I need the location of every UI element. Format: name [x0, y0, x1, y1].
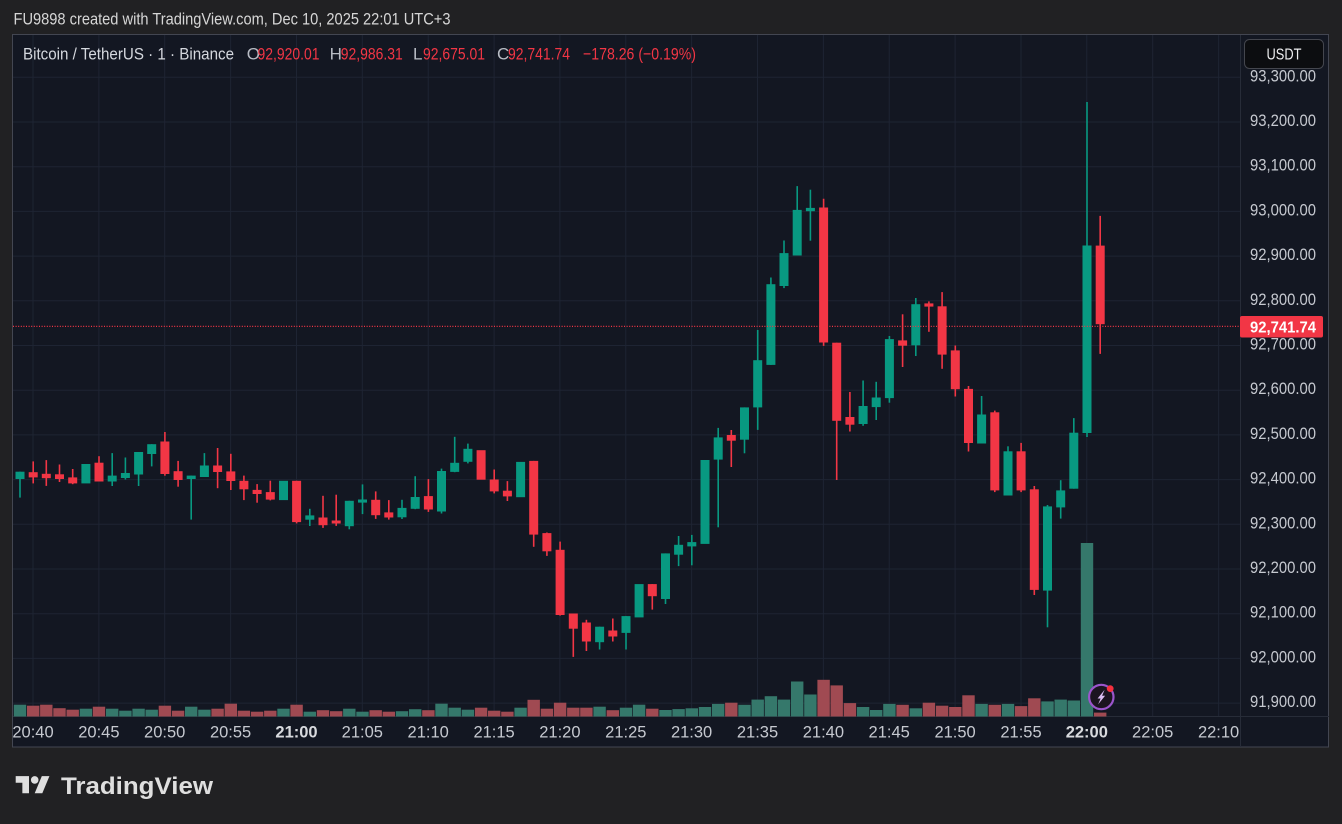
svg-text:92,800.00: 92,800.00 [1250, 290, 1316, 309]
svg-text:FU9898 created with TradingVie: FU9898 created with TradingView.com, Dec… [14, 11, 451, 29]
svg-text:21:05: 21:05 [342, 724, 383, 742]
svg-text:92,675.01: 92,675.01 [423, 45, 485, 64]
svg-text:−178.26 (−0.19%): −178.26 (−0.19%) [583, 45, 696, 64]
svg-text:22:05: 22:05 [1132, 724, 1173, 742]
svg-text:93,200.00: 93,200.00 [1250, 111, 1316, 130]
svg-text:92,100.00: 92,100.00 [1250, 603, 1316, 622]
svg-text:21:30: 21:30 [671, 724, 712, 742]
svg-text:21:40: 21:40 [803, 724, 844, 742]
svg-text:20:55: 20:55 [210, 724, 251, 742]
svg-text:92,300.00: 92,300.00 [1250, 513, 1316, 532]
svg-text:O: O [247, 45, 260, 64]
svg-text:21:15: 21:15 [473, 724, 514, 742]
svg-text:91,900.00: 91,900.00 [1250, 692, 1316, 711]
svg-text:92,500.00: 92,500.00 [1250, 424, 1316, 443]
svg-text:20:45: 20:45 [78, 724, 119, 742]
svg-text:20:40: 20:40 [12, 724, 53, 742]
svg-text:21:50: 21:50 [934, 724, 975, 742]
svg-text:92,900.00: 92,900.00 [1250, 245, 1316, 264]
svg-text:21:20: 21:20 [539, 724, 580, 742]
svg-text:92,986.31: 92,986.31 [341, 45, 403, 64]
svg-text:22:00: 22:00 [1066, 724, 1108, 742]
svg-text:21:35: 21:35 [737, 724, 778, 742]
svg-text:L: L [413, 45, 422, 64]
svg-text:92,600.00: 92,600.00 [1250, 379, 1316, 398]
svg-text:21:55: 21:55 [1000, 724, 1041, 742]
svg-text:92,400.00: 92,400.00 [1250, 469, 1316, 488]
svg-text:92,741.74: 92,741.74 [508, 45, 570, 64]
svg-text:21:00: 21:00 [275, 724, 317, 742]
svg-text:Bitcoin / TetherUS · 1 · Binan: Bitcoin / TetherUS · 1 · Binance [23, 45, 234, 64]
svg-text:92,700.00: 92,700.00 [1250, 335, 1316, 354]
svg-text:21:45: 21:45 [869, 724, 910, 742]
svg-text:93,100.00: 93,100.00 [1250, 156, 1316, 175]
svg-text:93,000.00: 93,000.00 [1250, 200, 1316, 219]
svg-text:TradingView: TradingView [61, 773, 213, 800]
svg-text:92,000.00: 92,000.00 [1250, 647, 1316, 666]
svg-text:21:25: 21:25 [605, 724, 646, 742]
svg-text:H: H [330, 45, 342, 64]
svg-text:20:50: 20:50 [144, 724, 185, 742]
svg-text:92,920.01: 92,920.01 [258, 45, 320, 64]
svg-text:92,741.74: 92,741.74 [1250, 320, 1316, 337]
svg-text:93,300.00: 93,300.00 [1250, 66, 1316, 85]
svg-text:USDT: USDT [1267, 47, 1302, 64]
svg-text:92,200.00: 92,200.00 [1250, 558, 1316, 577]
svg-text:21:10: 21:10 [408, 724, 449, 742]
svg-text:C: C [497, 45, 509, 64]
svg-text:22:10: 22:10 [1198, 724, 1239, 742]
